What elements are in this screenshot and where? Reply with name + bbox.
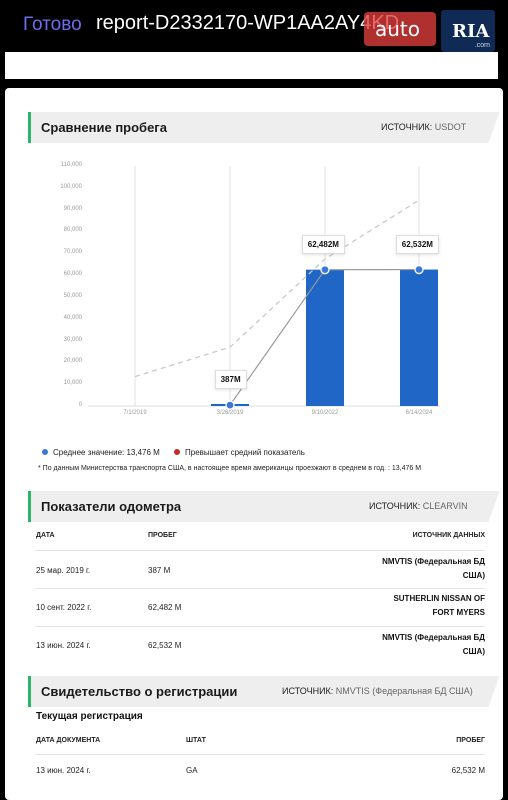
odometer-source-line: США) bbox=[462, 571, 485, 580]
odometer-date: 10 сент. 2022 г. bbox=[36, 603, 92, 612]
odometer-date: 25 мар. 2019 г. bbox=[36, 566, 91, 575]
registration-state: GA bbox=[186, 766, 198, 775]
y-tick-label: 60,000 bbox=[63, 271, 82, 278]
mileage-source-value: USDOT bbox=[434, 122, 467, 132]
mileage-source-label: ИСТОЧНИК: bbox=[381, 122, 433, 132]
registration-source: ИСТОЧНИК: NMVTIS (Федеральная БД США) bbox=[282, 686, 473, 696]
y-tick-label: 40,000 bbox=[63, 314, 82, 321]
odometer-source-cell: SUTHERLIN NISSAN OF FORT MYERS bbox=[330, 592, 485, 620]
divider bbox=[35, 588, 485, 589]
data-label: 62,482M bbox=[301, 234, 345, 254]
odometer-source-value: CLEARVIN bbox=[422, 501, 468, 511]
odometer-source-label: ИСТОЧНИК: bbox=[369, 501, 421, 511]
legend-exceeds: Превышает средний показатель bbox=[174, 448, 305, 457]
odometer-col-date: ДАТА bbox=[36, 532, 55, 539]
y-tick-label: 30,000 bbox=[63, 336, 82, 343]
y-tick-label: 20,000 bbox=[63, 358, 82, 365]
y-tick-label: 100,000 bbox=[60, 183, 82, 190]
y-tick-label: 50,000 bbox=[63, 292, 82, 299]
legend-average: Среднее значение: 13,476 M bbox=[42, 448, 160, 457]
exceeds-dot-icon bbox=[174, 449, 180, 455]
y-tick-label: 110,000 bbox=[60, 162, 82, 168]
odometer-mileage: 62,532 M bbox=[148, 641, 182, 650]
registration-header: Свидетельство о регистрации ИСТОЧНИК: NM… bbox=[28, 676, 500, 707]
legend-exceeds-label: Превышает средний показатель bbox=[185, 448, 305, 457]
registration-title: Свидетельство о регистрации bbox=[41, 684, 238, 699]
auto-watermark: auto bbox=[364, 12, 436, 46]
odometer-source-line: NMVTIS (Федеральная БД bbox=[382, 633, 485, 642]
odometer-col-source: ИСТОЧНИК ДАННЫХ bbox=[412, 532, 485, 539]
x-tick-label: 7/1/2019 bbox=[123, 410, 147, 416]
odometer-header: Показатели одометра ИСТОЧНИК: CLEARVIN bbox=[28, 491, 500, 522]
odometer-source-line: США) bbox=[462, 647, 485, 656]
average-dot-icon bbox=[42, 449, 48, 455]
odometer-source-line: FORT MYERS bbox=[432, 608, 485, 617]
y-tick-label: 80,000 bbox=[63, 227, 82, 234]
divider bbox=[35, 754, 485, 755]
odometer-date: 13 июн. 2024 г. bbox=[36, 641, 91, 650]
odometer-col-mileage: ПРОБЕГ bbox=[148, 532, 177, 539]
x-tick-label: 6/14/2024 bbox=[405, 410, 433, 416]
legend-average-label: Среднее значение: 13,476 M bbox=[53, 448, 160, 457]
x-tick-label: 3/26/2019 bbox=[216, 410, 244, 416]
previous-card-bottom bbox=[5, 52, 498, 79]
mileage-comparison-header: Сравнение пробега ИСТОЧНИК: USDOT bbox=[28, 112, 500, 143]
registration-col-mileage: ПРОБЕГ bbox=[456, 737, 485, 744]
mileage-source: ИСТОЧНИК: USDOT bbox=[381, 122, 466, 132]
divider bbox=[35, 550, 485, 551]
y-tick-label: 10,000 bbox=[63, 380, 82, 387]
odometer-source-line: NMVTIS (Федеральная БД bbox=[382, 557, 485, 566]
data-label: 62,532M bbox=[395, 234, 439, 254]
ria-logo: RIA .com bbox=[441, 10, 495, 52]
current-registration-label: Текущая регистрация bbox=[36, 711, 143, 722]
odometer-mileage: 62,482 M bbox=[148, 603, 182, 612]
y-tick-label: 90,000 bbox=[63, 205, 82, 212]
data-label: 387M bbox=[214, 370, 247, 390]
divider bbox=[35, 626, 485, 627]
odometer-source-cell: NMVTIS (Федеральная БД США) bbox=[330, 555, 485, 583]
y-tick-label: 70,000 bbox=[63, 249, 82, 256]
registration-col-state: ШТАТ bbox=[186, 737, 206, 744]
footnote: * По данным Министерства транспорта США,… bbox=[38, 465, 422, 472]
registration-doc-date: 13 июн. 2024 г. bbox=[36, 766, 91, 775]
done-button[interactable]: Готово bbox=[23, 14, 82, 35]
ria-logo-domain: .com bbox=[474, 42, 490, 49]
mileage-comparison-title: Сравнение пробега bbox=[41, 120, 167, 135]
x-tick-label: 9/10/2022 bbox=[311, 410, 339, 416]
y-tick-label: 0 bbox=[78, 402, 82, 408]
odometer-title: Показатели одометра bbox=[41, 499, 182, 514]
registration-mileage: 62,532 M bbox=[451, 766, 485, 775]
odometer-source-line: SUTHERLIN NISSAN OF bbox=[393, 594, 485, 603]
registration-source-value: NMVTIS (Федеральная БД США) bbox=[335, 686, 473, 696]
ria-logo-text: RIA bbox=[452, 21, 490, 42]
top-bar: Готово report-D2332170-WP1AA2AY4KD auto … bbox=[0, 0, 508, 52]
odometer-source: ИСТОЧНИК: CLEARVIN bbox=[369, 501, 468, 511]
report-title: report-D2332170-WP1AA2AY4KD bbox=[96, 12, 400, 34]
registration-source-label: ИСТОЧНИК: bbox=[282, 686, 334, 696]
registration-col-doc-date: ДАТА ДОКУМЕНТА bbox=[36, 737, 101, 744]
odometer-source-cell: NMVTIS (Федеральная БД США) bbox=[330, 631, 485, 659]
odometer-mileage: 387 M bbox=[148, 566, 171, 575]
